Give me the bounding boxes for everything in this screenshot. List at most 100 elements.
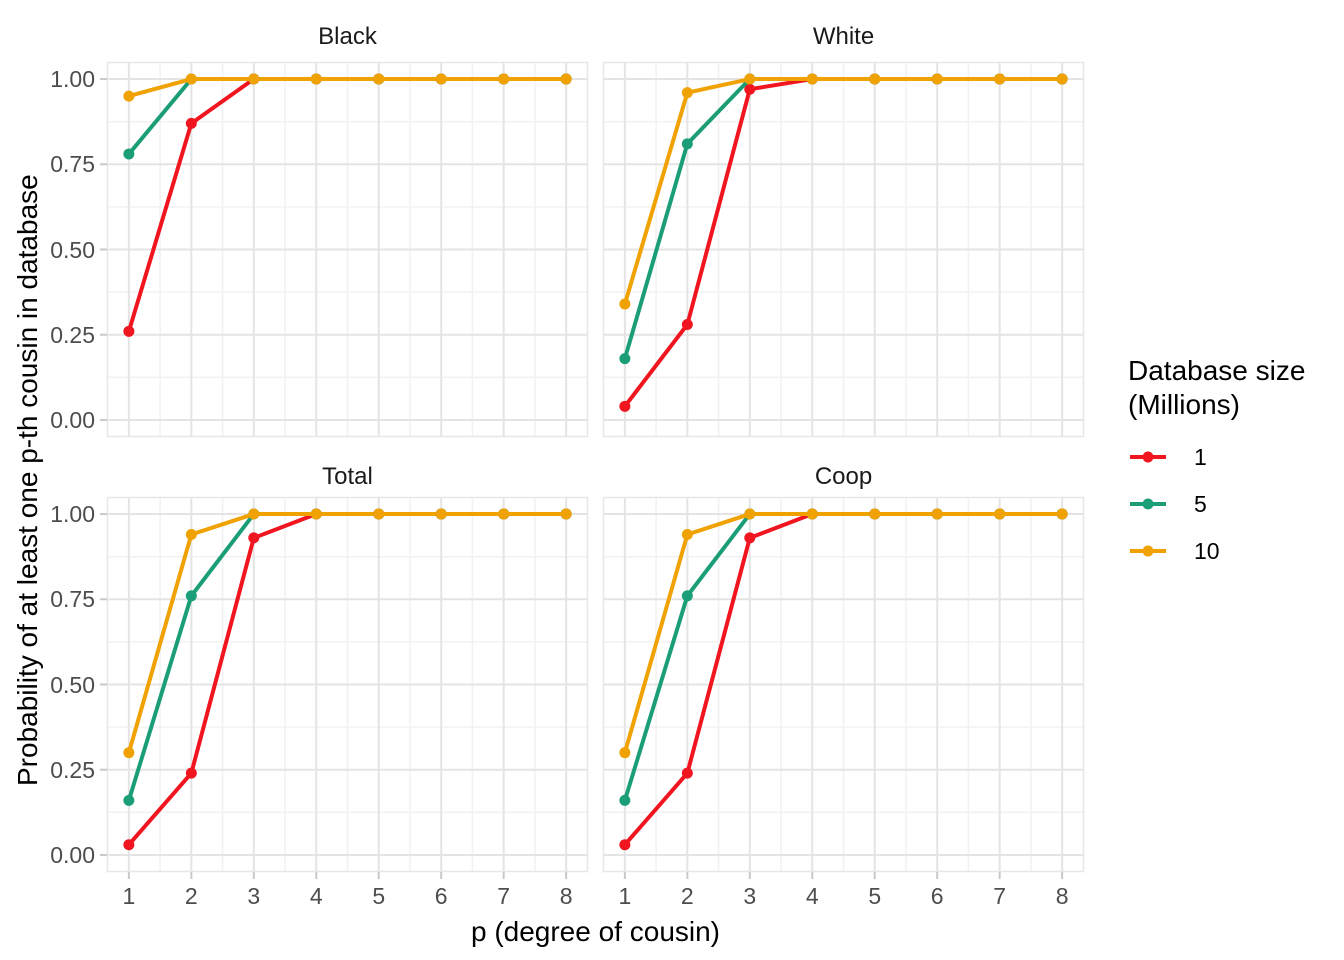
x-tick-label: 5 (372, 883, 386, 909)
data-point-10 (619, 747, 631, 759)
y-tick-label: 0.25 (50, 756, 95, 783)
y-tick-label: 0.25 (50, 321, 95, 348)
data-point-10 (373, 508, 385, 520)
data-point-10 (185, 529, 197, 540)
data-point-5 (123, 148, 135, 160)
panel-border (602, 61, 1085, 438)
data-point-10 (744, 508, 756, 520)
data-point-10 (310, 73, 322, 85)
data-point-1 (248, 532, 260, 544)
data-point-10 (994, 508, 1006, 520)
data-point-5 (681, 590, 693, 602)
data-point-10 (869, 508, 881, 520)
legend-key-point (1142, 545, 1154, 557)
panel-border (106, 496, 589, 873)
data-point-10 (373, 73, 385, 85)
y-tick-label: 0.75 (50, 151, 95, 178)
x-tick-label: 3 (743, 883, 757, 909)
legend-title: Database size (Millions) (1128, 354, 1305, 422)
x-tick-label: 2 (680, 883, 694, 909)
y-tick-label: 0.75 (50, 586, 95, 613)
legend-entry-label: 5 (1194, 490, 1207, 517)
y-axis-title: Probability of at least one p-th cousin … (12, 174, 43, 786)
data-point-10 (681, 87, 693, 99)
data-point-10 (560, 73, 572, 85)
data-point-10 (498, 73, 510, 85)
x-tick-label: 8 (1055, 883, 1069, 909)
data-point-10 (931, 73, 943, 85)
legend-entry-label: 10 (1194, 537, 1220, 564)
facet-title-coop: Coop (814, 463, 873, 490)
data-point-5 (681, 138, 693, 150)
data-point-10 (869, 73, 881, 85)
legend: Database size (Millions) 1 5 10 (1128, 354, 1305, 581)
legend-key-10 (1130, 545, 1166, 557)
legend-entries: 1 5 10 (1128, 440, 1305, 568)
panel-border (602, 496, 1085, 873)
data-point-5 (185, 590, 197, 602)
data-point-10 (1056, 73, 1068, 85)
data-point-10 (744, 73, 756, 85)
data-point-10 (185, 73, 197, 85)
data-point-1 (619, 839, 631, 851)
series-line-10 (126, 512, 569, 755)
panel-border (106, 61, 589, 438)
data-point-10 (681, 529, 693, 540)
data-point-10 (123, 747, 135, 759)
data-point-10 (560, 508, 572, 520)
panel-plot-coop (602, 496, 1085, 879)
data-point-1 (123, 325, 135, 337)
y-tick-label: 0.00 (50, 406, 95, 433)
legend-entry-10: 10 (1128, 534, 1305, 568)
series-line-10 (622, 512, 1065, 755)
data-point-10 (806, 73, 818, 85)
y-tick-label: 0.00 (50, 841, 95, 868)
data-point-10 (619, 298, 631, 310)
data-point-10 (994, 73, 1006, 85)
y-tick-label: 1.00 (50, 501, 95, 528)
data-point-1 (744, 532, 756, 544)
facet-title-black: Black (318, 23, 377, 50)
y-tick-label: 0.50 (50, 236, 95, 263)
legend-key-point (1142, 498, 1154, 510)
data-point-10 (123, 90, 135, 102)
panel-plot-black (100, 61, 589, 438)
data-point-5 (123, 794, 135, 806)
panel-plot-total (100, 496, 589, 879)
data-point-10 (1056, 508, 1068, 520)
data-point-5 (619, 794, 631, 806)
x-tick-label: 7 (497, 883, 511, 909)
x-tick-label: 5 (868, 883, 882, 909)
legend-entry-label: 1 (1194, 443, 1207, 470)
data-point-1 (185, 767, 197, 779)
legend-key-5 (1130, 498, 1166, 510)
data-point-1 (744, 83, 756, 95)
x-tick-label: 8 (559, 883, 573, 909)
data-point-10 (435, 508, 447, 520)
facet-title-white: White (812, 23, 875, 50)
x-tick-label: 1 (122, 883, 136, 909)
data-point-5 (619, 353, 631, 365)
x-tick-label: 7 (993, 883, 1007, 909)
x-tick-label: 3 (247, 883, 261, 909)
series-line-10 (126, 77, 569, 99)
data-point-10 (248, 73, 260, 85)
legend-title-line1: Database size (1128, 355, 1306, 386)
data-point-1 (619, 400, 631, 412)
x-tick-label: 2 (184, 883, 198, 909)
legend-key-point (1142, 451, 1154, 463)
x-tick-label: 6 (434, 883, 448, 909)
facet-title-total: Total (322, 463, 373, 490)
y-tick-label: 0.50 (50, 671, 95, 698)
x-axis-title: p (degree of cousin) (470, 916, 721, 947)
data-point-10 (310, 508, 322, 520)
x-tick-label: 6 (930, 883, 944, 909)
series-line-10 (622, 77, 1065, 307)
legend-entry-1: 1 (1128, 440, 1305, 474)
data-point-1 (185, 117, 197, 129)
legend-entry-5: 5 (1128, 487, 1305, 521)
data-point-10 (498, 508, 510, 520)
data-point-10 (806, 508, 818, 520)
x-tick-label: 1 (618, 883, 632, 909)
